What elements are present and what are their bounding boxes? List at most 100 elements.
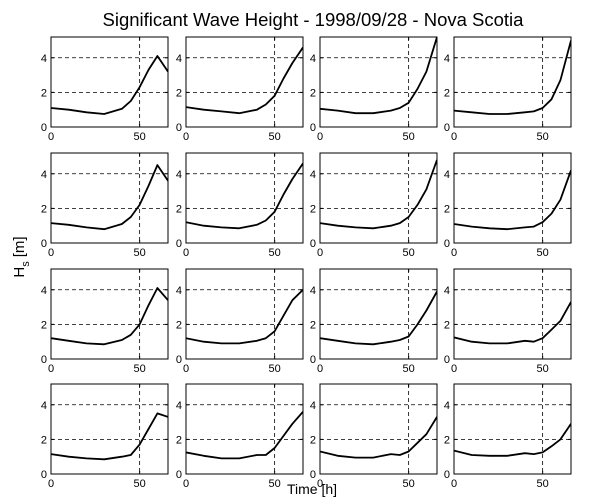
y-tick-label: 4 <box>444 169 450 181</box>
x-tick-label: 50 <box>537 363 549 375</box>
y-tick-label: 4 <box>176 53 182 65</box>
panel-frame <box>319 36 438 128</box>
panel-16: 0 50 0 2 4 <box>444 383 572 490</box>
x-tick-label: 50 <box>403 131 415 143</box>
x-tick-label: 0 <box>183 363 189 375</box>
x-tick-label: 50 <box>269 478 281 490</box>
panel-frame <box>185 152 304 244</box>
x-tick-label: 50 <box>537 247 549 259</box>
y-axis-label-symbol: H <box>11 267 28 278</box>
y-tick-label: 0 <box>310 122 316 134</box>
y-tick-label: 4 <box>444 285 450 297</box>
panel-frame <box>185 268 304 360</box>
y-tick-label: 0 <box>310 469 316 481</box>
x-tick-label: 50 <box>269 247 281 259</box>
panel-1: 0 50 0 2 4 <box>41 36 169 143</box>
series-line <box>454 301 571 345</box>
series-line <box>186 411 303 460</box>
y-axis-label-subscript: s <box>20 261 32 267</box>
panel-2: 0 50 0 2 4 <box>176 36 304 143</box>
panel-14: 0 50 0 2 4 <box>176 383 304 490</box>
x-tick-label: 50 <box>134 363 146 375</box>
panel-frame <box>185 383 304 475</box>
y-tick-label: 2 <box>41 434 47 446</box>
x-tick-label: 50 <box>269 363 281 375</box>
y-tick-label: 2 <box>310 87 316 99</box>
y-tick-label: 4 <box>41 53 47 65</box>
y-tick-label: 2 <box>310 203 316 215</box>
x-tick-label: 50 <box>269 131 281 143</box>
y-tick-label: 4 <box>310 53 316 65</box>
panel-frame <box>453 383 572 475</box>
x-tick-label: 0 <box>48 363 54 375</box>
panel-frame <box>453 36 572 128</box>
x-tick-label: 50 <box>134 247 146 259</box>
panel-5: 0 50 0 2 4 <box>41 152 169 259</box>
panel-6: 0 50 0 2 4 <box>176 152 304 259</box>
panel-frame <box>185 36 304 128</box>
panel-frame <box>50 36 169 128</box>
x-tick-label: 0 <box>48 247 54 259</box>
y-tick-label: 0 <box>176 238 182 250</box>
x-tick-label: 0 <box>451 478 457 490</box>
y-tick-label: 4 <box>41 285 47 297</box>
y-tick-label: 0 <box>176 122 182 134</box>
y-tick-label: 2 <box>176 203 182 215</box>
panel-frame <box>319 383 438 475</box>
y-tick-label: 4 <box>310 169 316 181</box>
series-line <box>320 291 437 346</box>
x-tick-label: 0 <box>317 247 323 259</box>
y-tick-label: 0 <box>176 469 182 481</box>
y-axis-label: Hs [m] <box>11 236 32 277</box>
panel-7: 0 50 0 2 4 <box>310 152 438 259</box>
panel-grid: 0 50 0 2 4 0 50 0 2 4 0 50 0 2 4 0 50 0 2 4 0 50 0 2 4 0 50 0 2 4 0 50 0… <box>41 36 572 490</box>
y-tick-label: 2 <box>41 203 47 215</box>
x-tick-label: 0 <box>48 131 54 143</box>
y-tick-label: 0 <box>41 238 47 250</box>
series-line <box>454 169 571 231</box>
panel-10: 0 50 0 2 4 <box>176 268 304 375</box>
x-tick-label: 50 <box>537 131 549 143</box>
series-line <box>186 289 303 345</box>
panel-13: 0 50 0 2 4 <box>41 383 169 490</box>
y-tick-label: 0 <box>41 122 47 134</box>
y-tick-label: 4 <box>444 400 450 412</box>
y-tick-label: 4 <box>176 400 182 412</box>
series-line <box>51 287 168 346</box>
panel-3: 0 50 0 2 4 <box>310 36 438 143</box>
y-tick-label: 2 <box>310 319 316 331</box>
series-line <box>320 159 437 230</box>
y-tick-label: 2 <box>176 434 182 446</box>
y-tick-label: 0 <box>310 238 316 250</box>
panel-frame <box>319 152 438 244</box>
panel-frame <box>50 152 169 244</box>
y-tick-label: 2 <box>310 434 316 446</box>
y-tick-label: 2 <box>176 87 182 99</box>
x-tick-label: 0 <box>183 131 189 143</box>
x-tick-label: 0 <box>451 363 457 375</box>
x-tick-label: 0 <box>317 478 323 490</box>
y-tick-label: 4 <box>41 400 47 412</box>
panel-8: 0 50 0 2 4 <box>444 152 572 259</box>
y-tick-label: 0 <box>41 469 47 481</box>
y-tick-label: 0 <box>444 354 450 366</box>
series-line <box>454 40 571 115</box>
y-tick-label: 0 <box>444 122 450 134</box>
panel-11: 0 50 0 2 4 <box>310 268 438 375</box>
panel-frame <box>50 383 169 475</box>
x-axis-label: Time [h] <box>287 481 337 497</box>
panel-frame <box>319 268 438 360</box>
series-line <box>454 423 571 457</box>
y-tick-label: 2 <box>444 319 450 331</box>
x-tick-label: 0 <box>317 131 323 143</box>
y-tick-label: 0 <box>41 354 47 366</box>
y-tick-label: 2 <box>444 434 450 446</box>
y-tick-label: 4 <box>310 400 316 412</box>
x-tick-label: 0 <box>183 247 189 259</box>
x-tick-label: 50 <box>134 131 146 143</box>
series-line <box>320 416 437 459</box>
y-tick-label: 4 <box>41 169 47 181</box>
x-tick-label: 50 <box>403 363 415 375</box>
y-tick-label: 0 <box>444 469 450 481</box>
